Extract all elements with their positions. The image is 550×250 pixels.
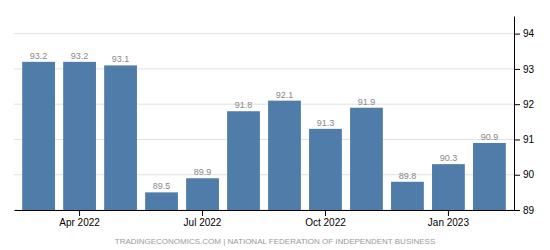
y-axis: 89 90 91 92 93 94: [514, 17, 535, 216]
bar: [473, 143, 506, 210]
y-tick-mark: [514, 175, 520, 176]
data-label: 90.9: [481, 132, 499, 142]
bar: [227, 111, 260, 210]
y-tick: 94: [514, 28, 535, 39]
y-tick-label: 90: [523, 169, 535, 180]
plot: 93.2 93.2 93.1 89.5 89.9 91.8 92.1 91.3 91.9 89.8…: [14, 17, 535, 250]
data-label: 90.3: [440, 153, 458, 163]
x-tick-label: Jan 2023: [428, 217, 470, 228]
x-tick-label: Jul 2022: [184, 217, 222, 228]
y-tick-label: 94: [523, 28, 535, 39]
data-label: 93.2: [71, 51, 89, 61]
x-tick: Apr 2022: [59, 210, 100, 228]
x-tick-mark: [325, 210, 326, 216]
x-tick-mark: [448, 210, 449, 216]
bar: [63, 62, 96, 210]
y-tick-label: 93: [523, 64, 535, 75]
data-label: 89.9: [194, 167, 212, 177]
y-tick-mark: [514, 69, 520, 70]
x-tick-mark: [202, 210, 203, 216]
y-tick-label: 89: [523, 205, 535, 216]
x-tick-mark: [79, 210, 80, 216]
bar: [268, 101, 301, 210]
x-axis: Apr 2022 Jul 2022 Oct 2022 Jan 2023: [15, 210, 515, 228]
data-label: 91.3: [317, 118, 335, 128]
bar: [391, 182, 424, 210]
y-tick-mark: [514, 104, 520, 105]
y-tick: 90: [514, 169, 535, 180]
bar: [186, 178, 219, 210]
data-label: 91.9: [358, 97, 376, 107]
y-tick-mark: [514, 34, 520, 35]
data-label: 89.8: [399, 171, 417, 181]
y-tick-mark: [514, 139, 520, 140]
y-tick-label: 91: [523, 134, 535, 145]
x-tick: Jul 2022: [184, 210, 222, 228]
data-labels: 93.2 93.2 93.1 89.5 89.9 91.8 92.1 91.3 91.9 89.8…: [30, 51, 498, 192]
bar: [432, 164, 465, 210]
data-label: 91.8: [235, 100, 253, 110]
bar: [22, 62, 55, 210]
data-label: 92.1: [276, 90, 294, 100]
x-tick-label: Oct 2022: [305, 217, 346, 228]
y-tick: 92: [514, 99, 535, 110]
bar: [309, 129, 342, 210]
y-tick: 89: [514, 205, 535, 216]
y-tick: 93: [514, 64, 535, 75]
x-tick-label: Apr 2022: [59, 217, 100, 228]
y-tick-label: 92: [523, 99, 535, 110]
grid-line: [14, 33, 514, 34]
y-tick-mark: [514, 210, 520, 211]
x-axis-line: [15, 210, 515, 211]
x-tick: Jan 2023: [428, 210, 470, 228]
bar: [350, 108, 383, 210]
chart-svg: 93.2 93.2 93.1 89.5 89.9 91.8 92.1 91.3 91.9 89.8…: [0, 0, 550, 250]
data-label: 89.5: [153, 181, 171, 191]
bars: [22, 62, 506, 210]
footer: TRADINGECONOMICS.COM | NATIONAL FEDERATI…: [115, 237, 435, 246]
y-axis-line: [514, 17, 515, 211]
bar: [104, 65, 137, 210]
data-label: 93.2: [30, 51, 48, 61]
x-tick: Oct 2022: [305, 210, 346, 228]
data-label: 93.1: [112, 54, 130, 64]
y-tick: 91: [514, 134, 535, 145]
bar: [145, 192, 178, 210]
